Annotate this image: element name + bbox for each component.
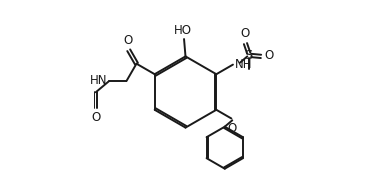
Text: O: O — [241, 27, 250, 40]
Text: O: O — [265, 49, 274, 62]
Text: O: O — [123, 34, 132, 47]
Text: O: O — [91, 111, 101, 123]
Text: HO: HO — [174, 24, 192, 37]
Text: NH: NH — [234, 58, 252, 70]
Text: S: S — [244, 49, 253, 62]
Text: HN: HN — [90, 74, 108, 87]
Text: O: O — [228, 122, 237, 135]
